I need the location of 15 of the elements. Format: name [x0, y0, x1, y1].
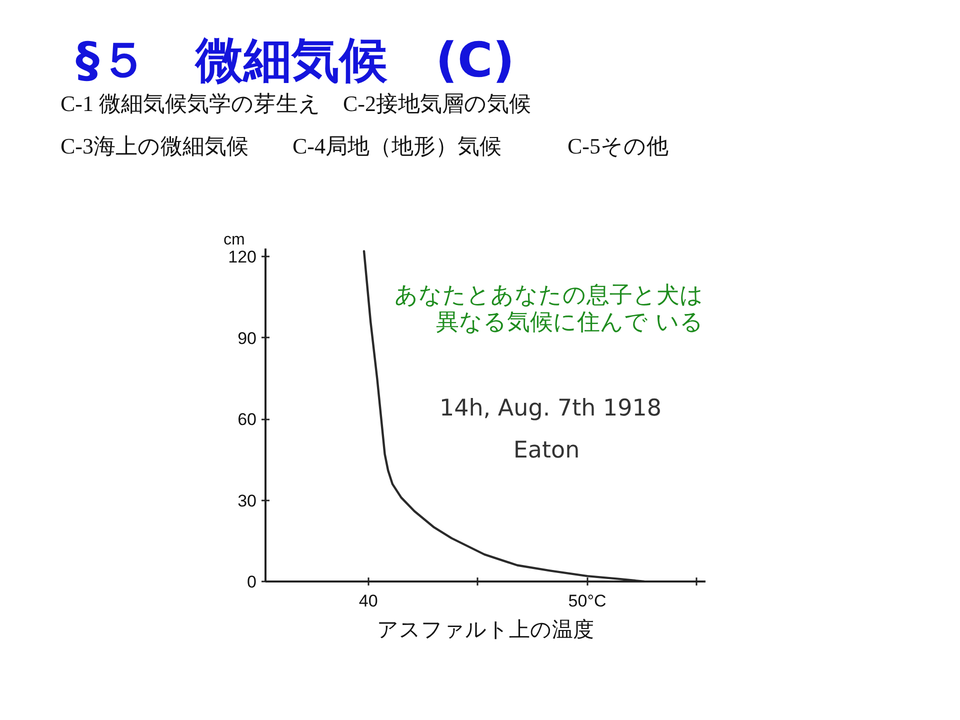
- y-tick-label: 30: [238, 491, 257, 510]
- y-tick-label: 0: [247, 572, 257, 592]
- y-tick-label: 90: [238, 328, 257, 348]
- y-tick-label: 120: [228, 248, 257, 267]
- y-tick-label: 60: [238, 410, 257, 430]
- chart-subtitle: C-1 微細気候気学の芽生え C-2接地気層の気候 C-3海上の微細気候 C-4局地（地形）気候 C-5その他: [60, 91, 668, 158]
- x-tick-label: 50°C: [568, 592, 606, 610]
- x-axis-title: アスファルト上の温度: [377, 618, 594, 642]
- annotation: 14h, Aug. 7th 1918: [439, 396, 662, 422]
- y-axis-title: cm: [224, 232, 245, 248]
- annotation: 異なる気候に住んで いる: [436, 310, 704, 336]
- chart-title: §５ 微細気候 (C): [76, 32, 515, 88]
- annotation: あなたとあなたの息子と犬は: [394, 282, 704, 308]
- x-tick-label: 40: [358, 592, 378, 610]
- annotation: Eaton: [513, 438, 580, 464]
